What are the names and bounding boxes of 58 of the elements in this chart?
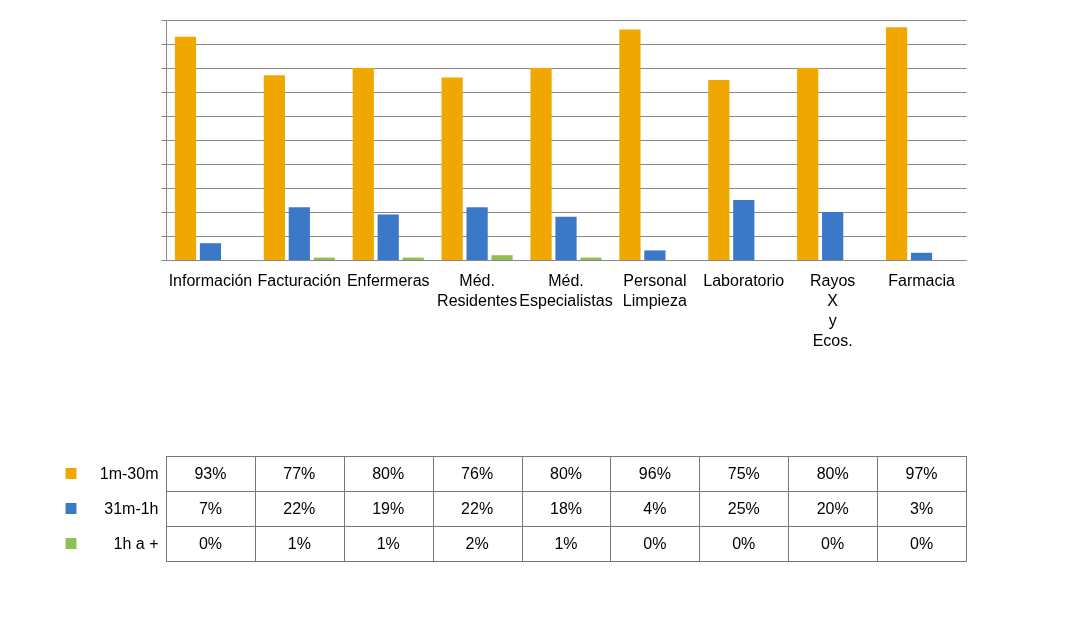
data-label: 20% <box>816 499 849 517</box>
data-label: 75% <box>727 464 760 482</box>
data-label: 1% <box>554 534 578 552</box>
data-label: 22% <box>283 499 316 517</box>
bar <box>910 252 933 260</box>
data-label: 93% <box>194 464 227 482</box>
bar <box>174 36 197 260</box>
bar <box>619 29 641 260</box>
x-tick-label: Farmacia <box>888 271 955 289</box>
data-label: 80% <box>372 464 405 482</box>
data-label: 2% <box>465 534 489 552</box>
bar <box>886 27 908 260</box>
data-label: 97% <box>905 464 938 482</box>
bar <box>797 68 819 260</box>
data-label: 0% <box>643 534 667 552</box>
bar <box>199 243 222 260</box>
bar <box>352 68 374 260</box>
bar <box>708 80 730 260</box>
data-label: 22% <box>461 499 494 517</box>
bar <box>555 216 577 260</box>
legend-label: 1m-30m <box>99 465 159 482</box>
data-label: 77% <box>283 464 316 482</box>
bar <box>263 75 285 260</box>
x-tick-label: Laboratorio <box>703 271 785 289</box>
bar <box>530 68 552 260</box>
x-tick-label: Méd. Especialistas <box>519 271 613 309</box>
x-tick-label: Méd. Residentes <box>437 271 518 309</box>
data-label: 80% <box>549 464 583 482</box>
data-label: 7% <box>198 499 223 517</box>
data-label: 1% <box>376 534 400 552</box>
data-label: 96% <box>638 464 671 482</box>
data-label: 19% <box>372 499 405 517</box>
bar <box>733 200 755 260</box>
data-label: 4% <box>643 499 667 517</box>
bar <box>288 207 310 260</box>
data-label: 18% <box>549 499 583 517</box>
data-label: 1% <box>287 534 311 552</box>
data-label: 0% <box>821 534 845 552</box>
data-label: 0% <box>198 534 223 552</box>
legend-label: 31m-1h <box>104 500 159 517</box>
x-tick-label: Rayos X y Ecos. <box>809 271 856 349</box>
bar <box>644 250 666 260</box>
data-label: 0% <box>909 534 934 552</box>
x-tick-label: Información <box>168 271 253 289</box>
x-tick-label: Facturación <box>257 271 342 289</box>
bar <box>466 207 488 260</box>
bar <box>377 214 399 260</box>
data-label: 80% <box>816 464 849 482</box>
x-tick-label: Personal Limpieza <box>622 271 688 309</box>
bar <box>822 212 844 260</box>
legend-label: 1h a + <box>113 535 159 552</box>
data-label: 25% <box>727 499 760 517</box>
data-label: 0% <box>732 534 756 552</box>
data-label: 76% <box>461 464 494 482</box>
bar <box>491 255 513 260</box>
data-label: 3% <box>909 499 934 517</box>
bar <box>441 77 463 260</box>
x-tick-label: Enfermeras <box>346 271 430 289</box>
